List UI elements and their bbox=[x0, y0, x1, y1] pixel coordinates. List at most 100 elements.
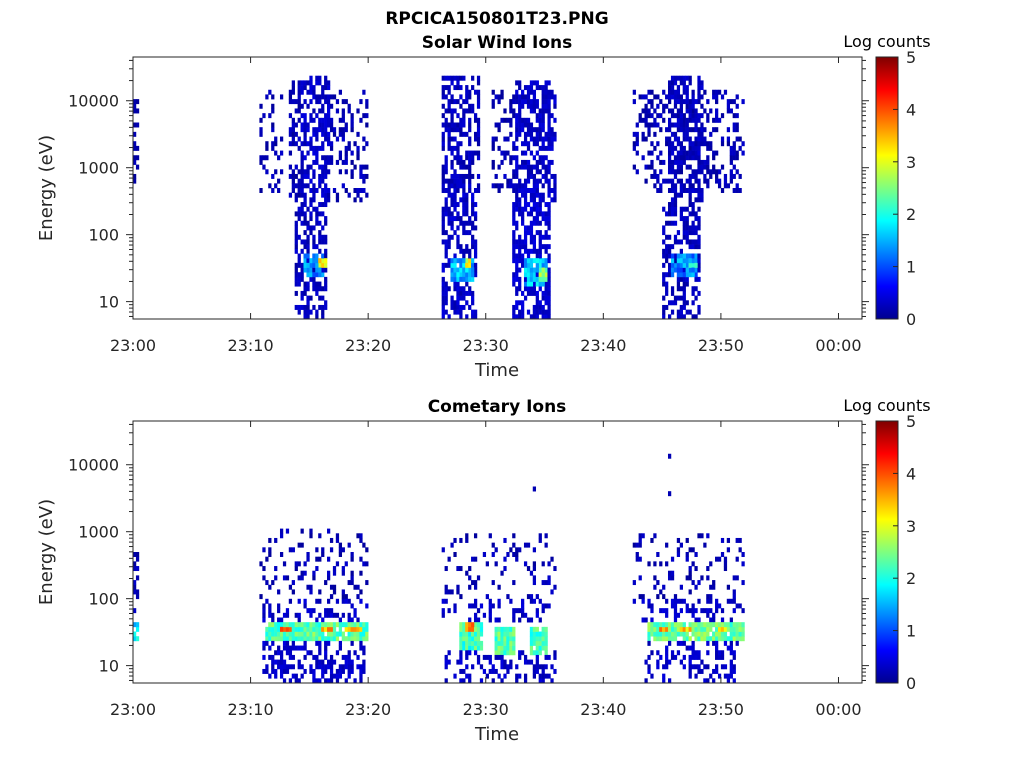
solar-wind-cell bbox=[526, 99, 531, 105]
solar-wind-cell bbox=[544, 220, 548, 226]
solar-wind-cell bbox=[515, 206, 519, 212]
cometary-cell bbox=[732, 678, 736, 683]
cometary-cell bbox=[268, 654, 272, 660]
solar-wind-cell bbox=[544, 230, 548, 236]
cometary-cell bbox=[350, 631, 354, 637]
cometary-cell bbox=[297, 631, 301, 637]
cometary-cell bbox=[288, 622, 293, 628]
solar-wind-cell bbox=[471, 309, 475, 315]
solar-wind-cell bbox=[647, 150, 651, 156]
cometary-cell bbox=[523, 654, 528, 660]
cometary-cell bbox=[265, 668, 269, 674]
cometary-cell bbox=[312, 668, 316, 674]
solar-wind-cell bbox=[473, 89, 478, 95]
cometary-cell bbox=[321, 622, 325, 628]
solar-wind-cell bbox=[700, 94, 704, 100]
solar-wind-cell bbox=[321, 122, 325, 128]
cometary-cell bbox=[541, 580, 545, 586]
solar-wind-cell bbox=[297, 145, 301, 151]
solar-wind-cell bbox=[327, 141, 331, 147]
solar-wind-cell bbox=[697, 155, 701, 161]
solar-wind-cell bbox=[321, 295, 325, 301]
solar-wind-cell bbox=[679, 122, 683, 128]
solar-wind-cell bbox=[465, 164, 469, 170]
cometary-cell bbox=[365, 561, 369, 567]
cometary-cell bbox=[717, 654, 722, 660]
solar-wind-cell bbox=[673, 94, 678, 100]
cometary-cell bbox=[688, 636, 692, 642]
solar-wind-cell bbox=[532, 202, 537, 208]
cometary-cell bbox=[503, 664, 507, 670]
solar-wind-cell bbox=[732, 122, 736, 128]
solar-wind-cell bbox=[738, 136, 742, 142]
cometary-cell bbox=[738, 631, 742, 637]
cometary-cell bbox=[529, 594, 534, 600]
cometary-cell bbox=[350, 603, 354, 609]
cometary-cell bbox=[553, 668, 557, 674]
cometary-cell bbox=[294, 561, 298, 567]
solar-wind-x-tick-label: 23:00 bbox=[110, 336, 156, 355]
solar-wind-cell bbox=[641, 117, 645, 123]
solar-wind-cell bbox=[300, 262, 304, 268]
solar-wind-cell bbox=[465, 202, 469, 208]
solar-wind-cell bbox=[459, 127, 463, 133]
solar-wind-cell bbox=[715, 178, 719, 184]
cometary-cell bbox=[347, 612, 351, 618]
cometary-cell bbox=[344, 598, 348, 604]
cometary-cell bbox=[521, 603, 525, 609]
solar-wind-cell bbox=[682, 99, 686, 105]
cometary-cell bbox=[300, 645, 304, 651]
solar-wind-cell bbox=[526, 272, 531, 278]
solar-wind-cell bbox=[526, 173, 531, 179]
cometary-cell bbox=[726, 547, 731, 553]
solar-wind-cell bbox=[538, 239, 542, 245]
solar-wind-cell bbox=[465, 94, 469, 100]
cometary-cell bbox=[473, 598, 478, 604]
solar-wind-cell bbox=[662, 178, 666, 184]
cometary-cell bbox=[485, 654, 489, 660]
solar-wind-cell bbox=[673, 262, 678, 268]
solar-wind-cell bbox=[691, 230, 695, 236]
cometary-cell bbox=[262, 640, 266, 646]
solar-wind-cell bbox=[665, 258, 669, 264]
cometary-cell bbox=[465, 570, 469, 576]
solar-wind-cell bbox=[547, 286, 551, 292]
solar-wind-cell bbox=[532, 267, 537, 273]
cometary-cell bbox=[535, 645, 539, 651]
solar-wind-cell bbox=[274, 141, 278, 147]
solar-wind-cell bbox=[732, 150, 736, 156]
solar-wind-cell bbox=[312, 131, 316, 137]
solar-wind-cell bbox=[553, 99, 557, 105]
solar-wind-cell bbox=[647, 164, 651, 170]
cometary-cell bbox=[271, 654, 275, 660]
cometary-cell bbox=[656, 636, 660, 642]
solar-wind-cell bbox=[294, 272, 298, 278]
cometary-cell bbox=[312, 673, 316, 679]
cometary-cell bbox=[503, 673, 507, 679]
solar-wind-cell bbox=[547, 89, 551, 95]
cometary-cell bbox=[291, 631, 295, 637]
cometary-cell bbox=[347, 668, 351, 674]
solar-wind-cell bbox=[688, 150, 692, 156]
cometary-cell bbox=[344, 654, 348, 660]
solar-wind-cell bbox=[324, 239, 328, 245]
cometary-cell bbox=[709, 584, 713, 590]
solar-wind-cell bbox=[462, 290, 466, 296]
solar-wind-cell bbox=[700, 127, 704, 133]
solar-wind-cell bbox=[462, 131, 466, 137]
solar-wind-cell bbox=[635, 141, 639, 147]
solar-wind-cell bbox=[324, 159, 328, 165]
cometary-cell bbox=[309, 622, 313, 628]
cometary-cell bbox=[262, 612, 266, 618]
cometary-cell bbox=[324, 678, 328, 683]
solar-wind-cell bbox=[691, 300, 695, 306]
solar-wind-cell bbox=[468, 94, 472, 100]
cometary-cell bbox=[338, 626, 343, 632]
solar-wind-cell bbox=[324, 99, 328, 105]
cometary-cell bbox=[347, 636, 351, 642]
solar-wind-cell bbox=[347, 192, 351, 198]
solar-wind-cell bbox=[297, 216, 301, 222]
solar-wind-cell bbox=[544, 286, 548, 292]
solar-wind-cell bbox=[473, 136, 478, 142]
solar-wind-y-tick-label: 10 bbox=[99, 293, 119, 312]
